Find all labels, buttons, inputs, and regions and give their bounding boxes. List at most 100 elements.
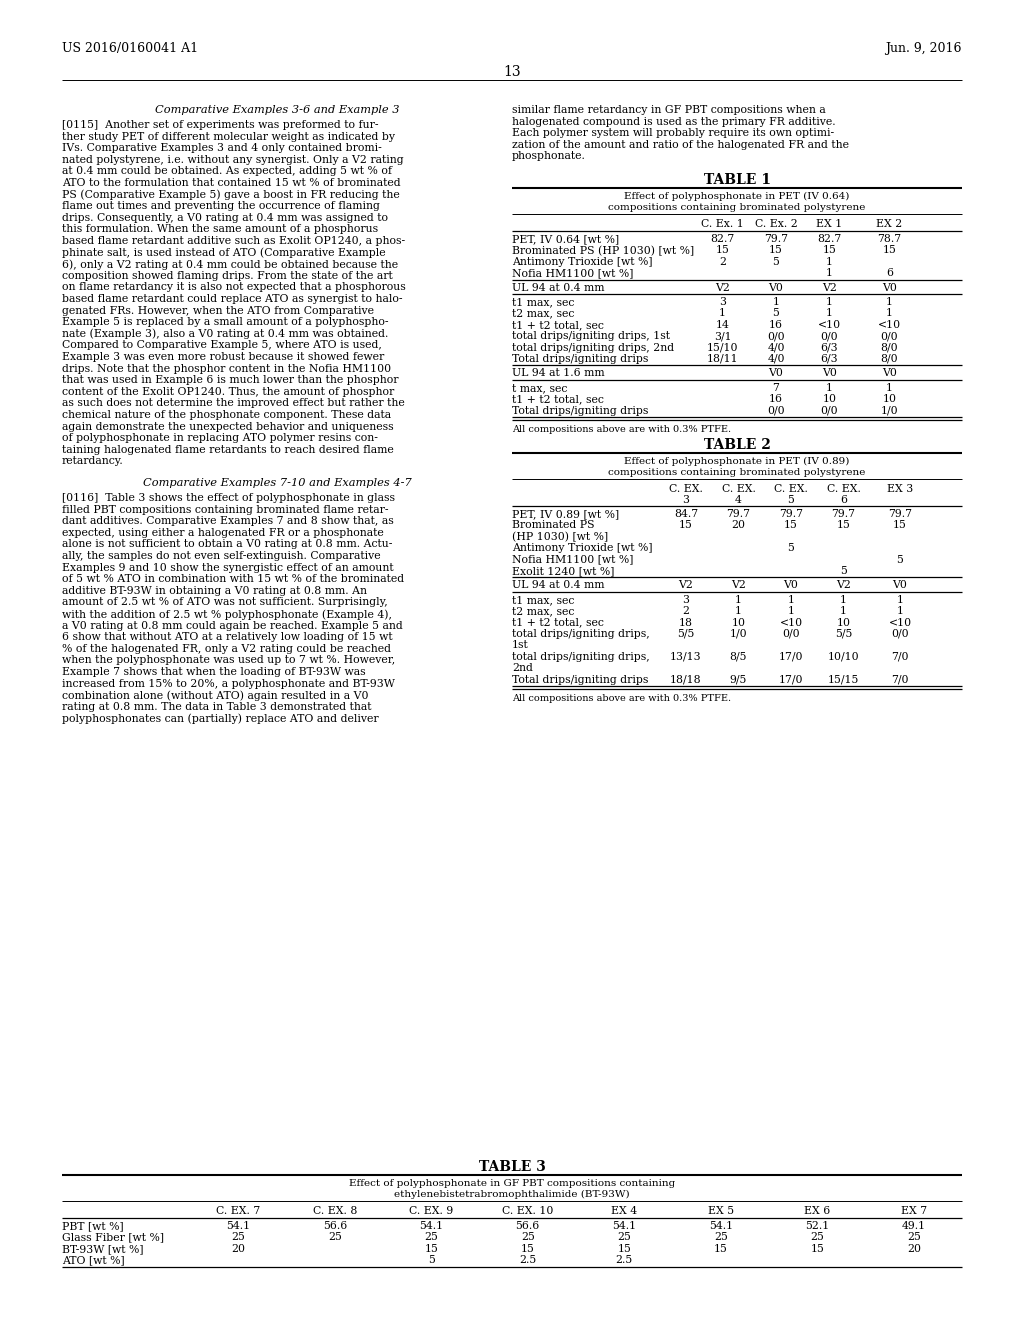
Text: 52.1: 52.1 bbox=[805, 1221, 829, 1232]
Text: 6/3: 6/3 bbox=[820, 354, 839, 364]
Text: TABLE 2: TABLE 2 bbox=[703, 438, 770, 451]
Text: ATO to the formulation that contained 15 wt % of brominated: ATO to the formulation that contained 15… bbox=[62, 178, 400, 187]
Text: Brominated PS: Brominated PS bbox=[512, 520, 595, 531]
Text: 25: 25 bbox=[231, 1233, 245, 1242]
Text: All compositions above are with 0.3% PTFE.: All compositions above are with 0.3% PTF… bbox=[512, 694, 731, 704]
Text: 16: 16 bbox=[769, 395, 783, 404]
Text: Total drips/igniting drips: Total drips/igniting drips bbox=[512, 405, 648, 416]
Text: V0: V0 bbox=[769, 368, 783, 379]
Text: 15: 15 bbox=[714, 1243, 728, 1254]
Text: V2: V2 bbox=[822, 282, 837, 293]
Text: V2: V2 bbox=[836, 581, 851, 590]
Text: 1: 1 bbox=[896, 606, 903, 616]
Text: 5: 5 bbox=[840, 566, 847, 576]
Text: t1 + t2 total, sec: t1 + t2 total, sec bbox=[512, 395, 604, 404]
Text: 15/15: 15/15 bbox=[827, 675, 859, 685]
Text: All compositions above are with 0.3% PTFE.: All compositions above are with 0.3% PTF… bbox=[512, 425, 731, 434]
Text: 49.1: 49.1 bbox=[902, 1221, 926, 1232]
Text: 1: 1 bbox=[826, 309, 833, 318]
Text: (HP 1030) [wt %]: (HP 1030) [wt %] bbox=[512, 532, 608, 541]
Text: Total drips/igniting drips: Total drips/igniting drips bbox=[512, 354, 648, 364]
Text: ATO [wt %]: ATO [wt %] bbox=[62, 1255, 125, 1265]
Text: UL 94 at 0.4 mm: UL 94 at 0.4 mm bbox=[512, 581, 604, 590]
Text: <10: <10 bbox=[818, 319, 841, 330]
Text: 84.7: 84.7 bbox=[674, 510, 698, 519]
Text: C. EX. 7: C. EX. 7 bbox=[216, 1206, 260, 1216]
Text: C. Ex. 2: C. Ex. 2 bbox=[755, 219, 798, 228]
Text: IVs. Comparative Examples 3 and 4 only contained bromi-: IVs. Comparative Examples 3 and 4 only c… bbox=[62, 143, 382, 153]
Text: nated polystyrene, i.e. without any synergist. Only a V2 rating: nated polystyrene, i.e. without any syne… bbox=[62, 154, 403, 165]
Text: 78.7: 78.7 bbox=[878, 234, 901, 244]
Text: total drips/igniting drips, 1st: total drips/igniting drips, 1st bbox=[512, 331, 670, 341]
Text: PET, IV 0.89 [wt %]: PET, IV 0.89 [wt %] bbox=[512, 510, 620, 519]
Text: t2 max, sec: t2 max, sec bbox=[512, 309, 574, 318]
Text: t1 max, sec: t1 max, sec bbox=[512, 595, 574, 605]
Text: 2.5: 2.5 bbox=[615, 1255, 633, 1265]
Text: 1: 1 bbox=[826, 257, 833, 267]
Text: t1 + t2 total, sec: t1 + t2 total, sec bbox=[512, 319, 604, 330]
Text: V0: V0 bbox=[783, 581, 799, 590]
Text: drips. Consequently, a V0 rating at 0.4 mm was assigned to: drips. Consequently, a V0 rating at 0.4 … bbox=[62, 213, 388, 223]
Text: dant additives. Comparative Examples 7 and 8 show that, as: dant additives. Comparative Examples 7 a… bbox=[62, 516, 394, 527]
Text: 9/5: 9/5 bbox=[730, 675, 748, 685]
Text: 5: 5 bbox=[787, 544, 795, 553]
Text: 56.6: 56.6 bbox=[516, 1221, 540, 1232]
Text: 54.1: 54.1 bbox=[226, 1221, 250, 1232]
Text: 18/18: 18/18 bbox=[670, 675, 701, 685]
Text: zation of the amount and ratio of the halogenated FR and the: zation of the amount and ratio of the ha… bbox=[512, 140, 849, 149]
Text: ther study PET of different molecular weight as indicated by: ther study PET of different molecular we… bbox=[62, 132, 395, 141]
Text: t1 + t2 total, sec: t1 + t2 total, sec bbox=[512, 618, 604, 627]
Text: 54.1: 54.1 bbox=[709, 1221, 733, 1232]
Text: 1: 1 bbox=[719, 309, 726, 318]
Text: 79.7: 79.7 bbox=[888, 510, 912, 519]
Text: 6: 6 bbox=[886, 268, 893, 279]
Text: V2: V2 bbox=[715, 282, 730, 293]
Text: at 0.4 mm could be obtained. As expected, adding 5 wt % of: at 0.4 mm could be obtained. As expected… bbox=[62, 166, 392, 177]
Text: 1: 1 bbox=[735, 595, 742, 605]
Text: on flame retardancy it is also not expected that a phosphorous: on flame retardancy it is also not expec… bbox=[62, 282, 406, 293]
Text: 79.7: 79.7 bbox=[726, 510, 751, 519]
Text: 0/0: 0/0 bbox=[891, 630, 909, 639]
Text: 10: 10 bbox=[837, 618, 851, 627]
Text: 15: 15 bbox=[784, 520, 798, 531]
Text: 3: 3 bbox=[719, 297, 726, 308]
Text: 15: 15 bbox=[679, 520, 693, 531]
Text: expected, using either a halogenated FR or a phosphonate: expected, using either a halogenated FR … bbox=[62, 528, 384, 537]
Text: C. EX.: C. EX. bbox=[774, 484, 808, 494]
Text: composition showed flaming drips. From the state of the art: composition showed flaming drips. From t… bbox=[62, 271, 393, 281]
Text: 1: 1 bbox=[886, 297, 893, 308]
Text: 82.7: 82.7 bbox=[711, 234, 734, 244]
Text: 10: 10 bbox=[731, 618, 745, 627]
Text: amount of 2.5 wt % of ATO was not sufficient. Surprisingly,: amount of 2.5 wt % of ATO was not suffic… bbox=[62, 598, 388, 607]
Text: [0115]  Another set of experiments was preformed to fur-: [0115] Another set of experiments was pr… bbox=[62, 120, 379, 129]
Text: genated FRs. However, when the ATO from Comparative: genated FRs. However, when the ATO from … bbox=[62, 306, 374, 315]
Text: as such does not determine the improved effect but rather the: as such does not determine the improved … bbox=[62, 399, 404, 408]
Text: V2: V2 bbox=[679, 581, 693, 590]
Text: taining halogenated flame retardants to reach desired flame: taining halogenated flame retardants to … bbox=[62, 445, 394, 455]
Text: 7/0: 7/0 bbox=[891, 675, 908, 685]
Text: Antimony Trioxide [wt %]: Antimony Trioxide [wt %] bbox=[512, 257, 652, 267]
Text: Example 3 was even more robust because it showed fewer: Example 3 was even more robust because i… bbox=[62, 352, 384, 362]
Text: Antimony Trioxide [wt %]: Antimony Trioxide [wt %] bbox=[512, 544, 652, 553]
Text: phosphonate.: phosphonate. bbox=[512, 152, 586, 161]
Text: 25: 25 bbox=[424, 1233, 438, 1242]
Text: 10/10: 10/10 bbox=[827, 652, 859, 661]
Text: 16: 16 bbox=[769, 319, 783, 330]
Text: 5/5: 5/5 bbox=[677, 630, 694, 639]
Text: 5/5: 5/5 bbox=[835, 630, 852, 639]
Text: 13/13: 13/13 bbox=[670, 652, 701, 661]
Text: EX 4: EX 4 bbox=[611, 1206, 637, 1216]
Text: 15: 15 bbox=[769, 246, 783, 255]
Text: when the polyphosphonate was used up to 7 wt %. However,: when the polyphosphonate was used up to … bbox=[62, 656, 395, 665]
Text: Each polymer system will probably require its own optimi-: Each polymer system will probably requir… bbox=[512, 128, 835, 139]
Text: 4/0: 4/0 bbox=[767, 343, 784, 352]
Text: based flame retardant could replace ATO as synergist to halo-: based flame retardant could replace ATO … bbox=[62, 294, 402, 304]
Text: 7: 7 bbox=[772, 383, 779, 393]
Text: 6 show that without ATO at a relatively low loading of 15 wt: 6 show that without ATO at a relatively … bbox=[62, 632, 392, 643]
Text: 2.5: 2.5 bbox=[519, 1255, 537, 1265]
Text: V2: V2 bbox=[731, 581, 745, 590]
Text: 25: 25 bbox=[617, 1233, 631, 1242]
Text: 6), only a V2 rating at 0.4 mm could be obtained because the: 6), only a V2 rating at 0.4 mm could be … bbox=[62, 259, 398, 269]
Text: 1: 1 bbox=[826, 297, 833, 308]
Text: 0/0: 0/0 bbox=[881, 331, 898, 341]
